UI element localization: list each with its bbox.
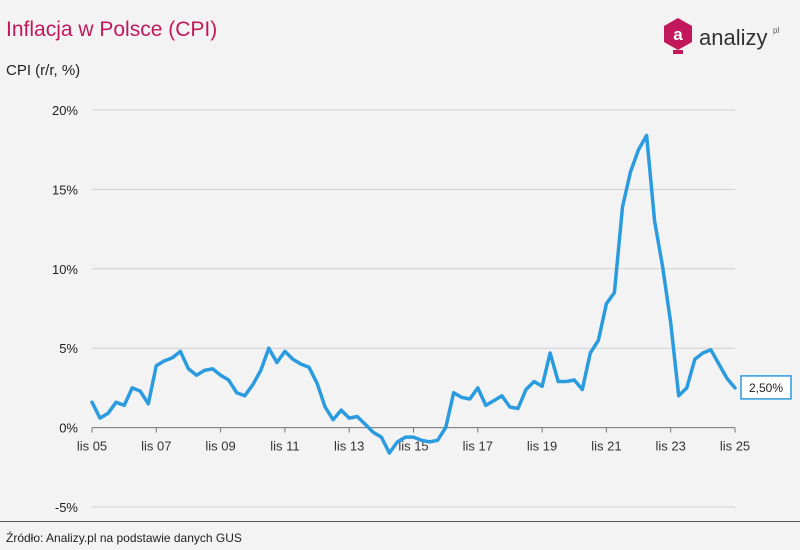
end-value-box <box>740 375 792 400</box>
source-note: Źródło: Analizy.pl na podstawie danych G… <box>6 531 242 545</box>
x-axis <box>91 427 736 433</box>
analizy-logo-icon: a <box>664 18 692 54</box>
end-label-group: 2,50% <box>740 375 792 400</box>
y-axis-label: CPI (r/r, %) <box>6 62 81 79</box>
x-tick-label: lis 19 <box>527 439 557 454</box>
x-tick-label: lis 07 <box>141 439 171 454</box>
y-tick-label: 5% <box>59 341 78 356</box>
y-tick-label: 20% <box>52 103 78 118</box>
series-group <box>90 133 737 455</box>
x-tick-label: lis 09 <box>205 439 235 454</box>
y-tick-label: 0% <box>59 421 78 436</box>
chart-title: Inflacja w Polsce (CPI) <box>6 18 218 41</box>
cpi-line-chart: -5% 0% 5% 10% 15% 20% lis 05 lis 07 lis 09 lis 1… <box>52 103 792 515</box>
logo-suffix: pl <box>773 26 780 35</box>
x-tick-label: lis 17 <box>463 439 493 454</box>
x-tick-label: lis 15 <box>398 439 428 454</box>
chart-area: -5% 0% 5% 10% 15% 20% lis 05 lis 07 lis 09 lis 1… <box>52 103 792 515</box>
x-tick-label: lis 21 <box>591 439 621 454</box>
x-tick-labels: lis 05 lis 07 lis 09 lis 11 lis 13 lis 15 lis … <box>77 439 750 454</box>
y-tick-labels: -5% 0% 5% 10% 15% 20% <box>52 103 78 515</box>
logo-text: analizy <box>699 25 768 50</box>
x-tick-label: lis 13 <box>334 439 364 454</box>
footer-divider <box>0 521 800 522</box>
x-tick-label: lis 11 <box>270 439 299 454</box>
y-tick-label: 10% <box>52 262 78 277</box>
x-tick-label: lis 25 <box>720 439 750 454</box>
end-value-label: 2,50% <box>749 381 783 395</box>
y-tick-label: 15% <box>52 182 78 197</box>
cpi-series-line <box>90 133 737 455</box>
analizy-logo[interactable]: a analizy pl <box>661 14 791 64</box>
y-tick-label: -5% <box>55 500 79 515</box>
svg-text:a: a <box>673 25 683 44</box>
x-tick-label: lis 23 <box>656 439 686 454</box>
x-tick-label: lis 05 <box>77 439 107 454</box>
